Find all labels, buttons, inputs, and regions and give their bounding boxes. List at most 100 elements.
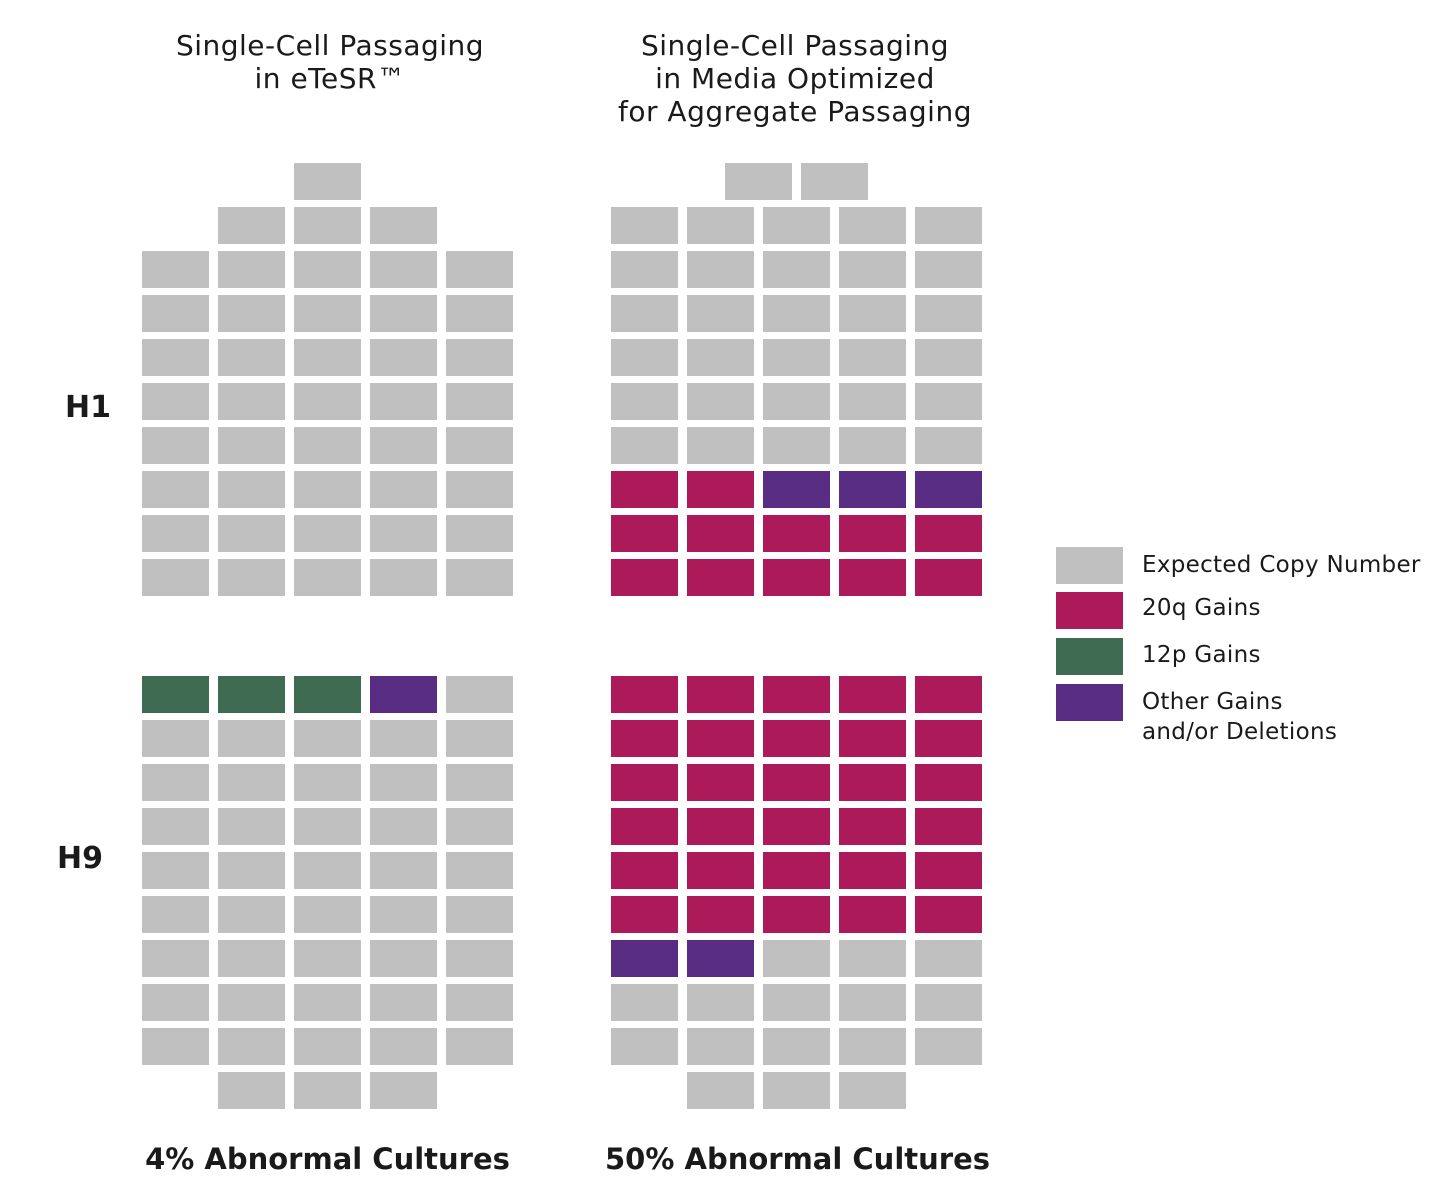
waffle-cell-expected: [687, 251, 754, 288]
waffle-cell-expected: [915, 207, 982, 244]
waffle-cell-expected: [294, 852, 361, 889]
waffle-cell-expected: [294, 808, 361, 845]
waffle-cell-expected: [446, 295, 513, 332]
waffle-cell-gain20q: [915, 896, 982, 933]
waffle-cell-expected: [142, 720, 209, 757]
waffle-cell-expected: [218, 207, 285, 244]
waffle-cell-expected: [142, 515, 209, 552]
waffle-cell-expected: [142, 984, 209, 1021]
waffle-cell-gain20q: [763, 559, 830, 596]
waffle-cell-gain20q: [763, 808, 830, 845]
waffle-cell-expected: [294, 251, 361, 288]
waffle-cell-expected: [218, 383, 285, 420]
waffle-cell-expected: [142, 295, 209, 332]
waffle-cell-gain20q: [915, 559, 982, 596]
waffle-cell-gain20q: [611, 471, 678, 508]
waffle-cell-expected: [294, 984, 361, 1021]
waffle-cell-expected: [687, 1028, 754, 1065]
waffle-cell-expected: [763, 339, 830, 376]
waffle-cell-expected: [763, 427, 830, 464]
waffle-cell-gain20q: [915, 720, 982, 757]
waffle-cell-expected: [142, 559, 209, 596]
waffle-cell-expected: [915, 383, 982, 420]
waffle-panel-2: [611, 163, 982, 596]
waffle-cell-expected: [370, 339, 437, 376]
waffle-cell-expected: [218, 984, 285, 1021]
waffle-cell-gain20q: [839, 764, 906, 801]
waffle-cell-gain20q: [687, 808, 754, 845]
waffle-cell-expected: [446, 676, 513, 713]
waffle-cell-expected: [294, 720, 361, 757]
waffle-cell-gain20q: [763, 896, 830, 933]
waffle-cell-expected: [142, 852, 209, 889]
waffle-cell-expected: [218, 515, 285, 552]
waffle-cell-expected: [611, 1028, 678, 1065]
waffle-cell-expected: [218, 808, 285, 845]
waffle-cell-expected: [446, 896, 513, 933]
waffle-cell-expected: [763, 207, 830, 244]
waffle-cell-expected: [839, 383, 906, 420]
waffle-cell-expected: [915, 251, 982, 288]
waffle-cell-expected: [294, 471, 361, 508]
waffle-cell-gain20q: [611, 764, 678, 801]
waffle-cell-expected: [446, 720, 513, 757]
waffle-cell-gain20q: [687, 852, 754, 889]
waffle-cell-expected: [687, 339, 754, 376]
waffle-cell-expected: [611, 251, 678, 288]
waffle-cell-expected: [915, 984, 982, 1021]
waffle-cell-expected: [839, 427, 906, 464]
waffle-cell-expected: [294, 383, 361, 420]
waffle-cell-gain20q: [611, 676, 678, 713]
waffle-cell-expected: [839, 940, 906, 977]
waffle-cell-expected: [142, 1028, 209, 1065]
waffle-cell-expected: [446, 940, 513, 977]
waffle-cell-gain20q: [687, 764, 754, 801]
legend-swatch-20q: [1056, 592, 1123, 629]
waffle-cell-expected: [446, 427, 513, 464]
waffle-cell-gain12p: [218, 676, 285, 713]
waffle-cell-gain20q: [839, 720, 906, 757]
waffle-cell-expected: [915, 339, 982, 376]
waffle-cell-expected: [294, 427, 361, 464]
waffle-cell-expected: [839, 339, 906, 376]
waffle-cell-expected: [763, 1072, 830, 1109]
waffle-cell-other: [915, 471, 982, 508]
waffle-cell-expected: [370, 383, 437, 420]
waffle-cell-expected: [370, 808, 437, 845]
waffle-cell-gain20q: [763, 515, 830, 552]
waffle-cell-gain20q: [687, 559, 754, 596]
waffle-cell-expected: [446, 852, 513, 889]
footer-left-abnormal: 4% Abnormal Cultures: [145, 1142, 510, 1176]
waffle-cell-expected: [687, 984, 754, 1021]
waffle-cell-gain20q: [839, 515, 906, 552]
waffle-cell-expected: [839, 1028, 906, 1065]
waffle-cell-expected: [687, 383, 754, 420]
waffle-cell-gain20q: [763, 676, 830, 713]
waffle-panel-1: [142, 163, 513, 596]
waffle-panel-4: [611, 676, 982, 1109]
waffle-cell-expected: [294, 896, 361, 933]
waffle-cell-expected: [142, 427, 209, 464]
waffle-cell-expected: [142, 764, 209, 801]
waffle-cell-expected: [370, 720, 437, 757]
waffle-cell-expected: [218, 720, 285, 757]
waffle-cell-expected: [687, 207, 754, 244]
waffle-cell-expected: [218, 940, 285, 977]
waffle-cell-expected: [763, 295, 830, 332]
waffle-cell-gain20q: [763, 852, 830, 889]
legend-swatch-expected: [1056, 547, 1123, 584]
waffle-cell-expected: [611, 207, 678, 244]
row-label-h1: H1: [65, 390, 111, 425]
legend-label-expected: Expected Copy Number: [1142, 552, 1421, 578]
waffle-cell-expected: [218, 251, 285, 288]
waffle-cell-expected: [446, 1028, 513, 1065]
waffle-cell-expected: [915, 940, 982, 977]
waffle-cell-expected: [446, 984, 513, 1021]
right-column-title: Single-Cell Passaging in Media Optimized…: [580, 29, 1010, 128]
waffle-cell-expected: [611, 339, 678, 376]
waffle-cell-gain20q: [839, 896, 906, 933]
waffle-cell-expected: [218, 471, 285, 508]
waffle-cell-expected: [446, 808, 513, 845]
waffle-cell-other: [370, 676, 437, 713]
waffle-cell-expected: [142, 383, 209, 420]
